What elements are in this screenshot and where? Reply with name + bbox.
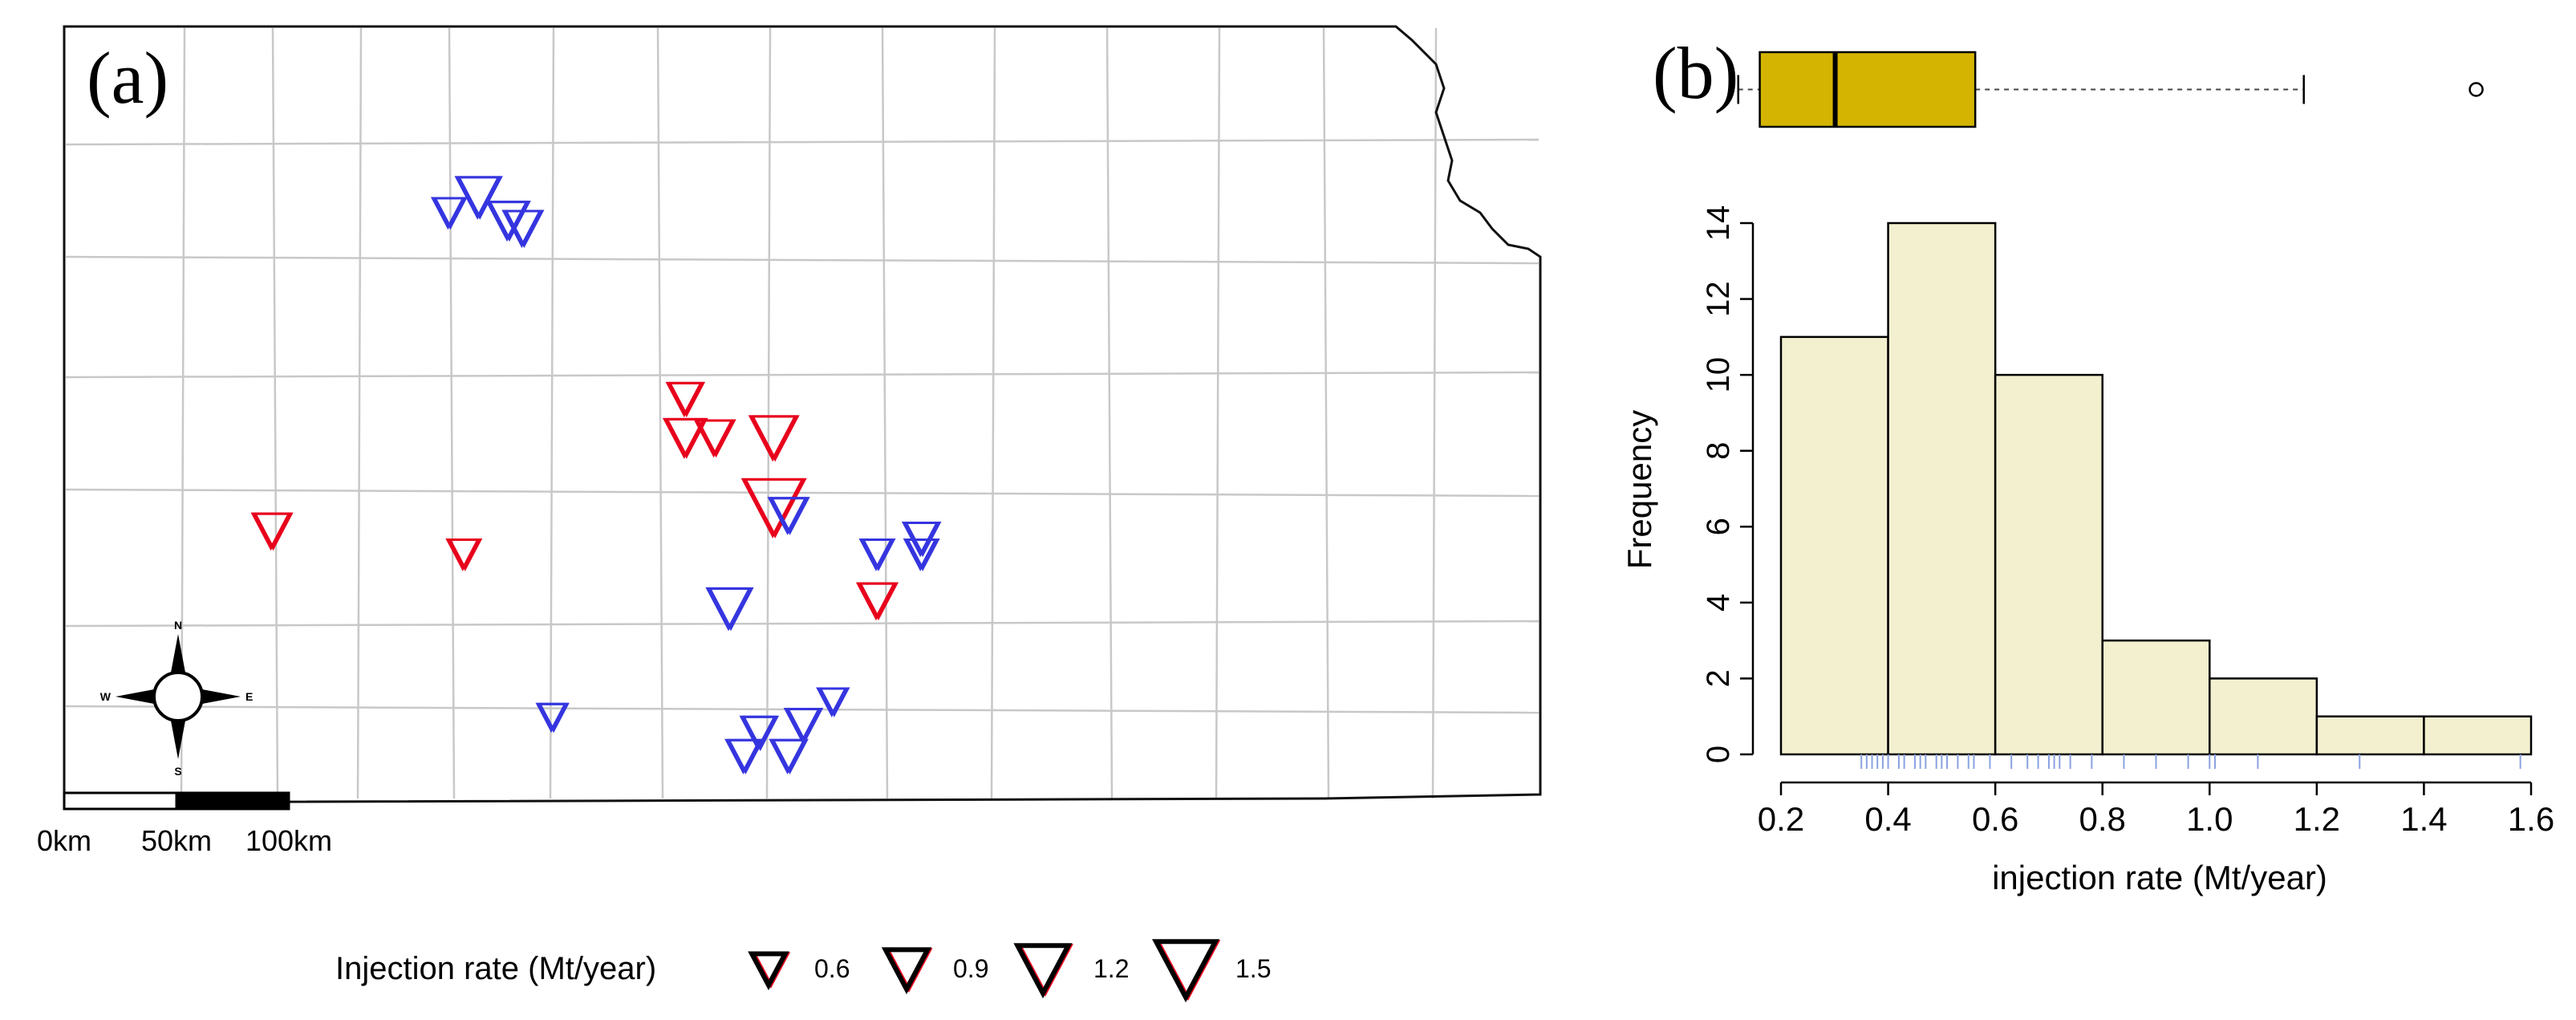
compass-w: W (100, 690, 112, 703)
histogram-bar-0 (1779, 335, 1889, 756)
county-line (448, 27, 456, 799)
x-tick-label-5: 1.2 (2294, 800, 2340, 838)
x-tick-label-0: 0.2 (1758, 800, 1804, 838)
histogram-bar-1 (1887, 221, 1997, 756)
site-marker-1 (432, 197, 468, 230)
county-line (271, 27, 279, 799)
county-line (765, 27, 772, 799)
site-marker-19 (727, 738, 765, 774)
county-line (65, 371, 1540, 379)
panel-label-b: (b) (1653, 32, 1738, 114)
site-marker-9 (769, 497, 810, 535)
compass-icon: N S E W (100, 619, 254, 778)
site-marker-2 (488, 201, 531, 242)
state-border (63, 25, 1542, 804)
site-marker-20 (771, 738, 809, 774)
boxplot-outlier-0 (2468, 82, 2484, 97)
x-axis-label: injection rate (Mt/year) (1992, 859, 2327, 896)
site-marker-14 (905, 538, 940, 571)
x-tick-label-3: 0.8 (2079, 800, 2126, 838)
histogram-bar-3 (2101, 639, 2211, 756)
county-line (549, 27, 555, 799)
county-line (1215, 27, 1221, 799)
y-tick-label-6: 12 (1701, 281, 1736, 317)
site-marker-8 (743, 477, 807, 538)
county-line (990, 27, 996, 799)
legend-triangle-1 (881, 947, 932, 995)
county-line (356, 27, 363, 799)
histogram-bar-2 (1994, 373, 2103, 756)
site-marker-0 (456, 176, 503, 220)
compass-s: S (174, 765, 181, 778)
panel-b-histogram: (b) 0.2 0.4 0.6 0.8 1.0 1.2 1.4 1.602468101214 … (1621, 32, 2554, 896)
panel-label-a: (a) (87, 37, 168, 119)
boxplot (1737, 51, 2484, 128)
y-tick-label-1: 2 (1701, 669, 1736, 687)
x-tick-label-7: 1.6 (2508, 800, 2554, 838)
county-line (65, 488, 1540, 498)
x-tick-label-1: 0.4 (1864, 800, 1911, 838)
county-line (881, 27, 889, 799)
site-marker-16 (708, 587, 754, 632)
site-marker-15 (858, 582, 899, 621)
site-marker-21 (785, 708, 824, 744)
injection-sites (250, 176, 942, 774)
legend-symbols (748, 939, 1221, 1003)
site-marker-17 (538, 702, 570, 734)
county-line (65, 138, 1540, 146)
y-tick-label-7: 14 (1701, 205, 1736, 242)
histogram-bar-4 (2209, 677, 2318, 756)
county-line (65, 255, 1540, 265)
x-tick-label-4: 1.0 (2186, 800, 2233, 838)
legend-triangle-2 (1013, 943, 1073, 999)
legend-entry-1.2: 1.2 (1093, 954, 1129, 983)
compass-n: N (174, 619, 182, 632)
site-marker-3 (504, 209, 545, 249)
histogram-bar-5 (2315, 715, 2425, 756)
compass-e: E (245, 690, 253, 703)
site-marker-12 (861, 538, 896, 571)
y-tick-label-2: 4 (1701, 594, 1736, 612)
histogram-axes: 0.2 0.4 0.6 0.8 1.0 1.2 1.4 1.6 0 2 4 6 8 10 12 14 (1701, 205, 2554, 838)
y-tick-label-0: 0 (1701, 746, 1736, 763)
scale-bar: 0km 50km 100km (37, 791, 332, 857)
y-axis-label: Frequency (1621, 410, 1658, 569)
county-line (1322, 27, 1330, 799)
site-marker-22 (818, 687, 850, 717)
county-line (1431, 27, 1438, 799)
panel-a-map: (a) N S E W 0km 50km 100km Injection rat… (37, 25, 1542, 1003)
site-marker-7 (750, 415, 800, 462)
county-line (65, 620, 1540, 628)
legend-triangle-3 (1152, 939, 1219, 1003)
legend-triangle-0 (748, 951, 789, 990)
site-marker-18 (741, 715, 780, 751)
county-boundaries (65, 27, 1540, 799)
y-tick-label-3: 6 (1701, 518, 1736, 535)
scale-label-50: 50km (141, 824, 212, 857)
x-tick-label-6: 1.4 (2400, 800, 2447, 838)
x-tick-label-2: 0.6 (1972, 800, 2018, 838)
site-marker-10 (253, 512, 294, 551)
county-line (1105, 27, 1114, 799)
scale-label-100: 100km (245, 824, 332, 857)
scale-label-0: 0km (37, 824, 91, 857)
site-marker-6 (696, 419, 736, 458)
site-marker-5 (664, 417, 708, 459)
legend: Injection rate (Mt/year) 0.6 0.9 1.2 1.5 (335, 939, 1271, 1003)
histogram (1779, 221, 2533, 769)
y-tick-label-5: 10 (1701, 357, 1736, 393)
legend-entry-1.5: 1.5 (1235, 954, 1271, 983)
y-tick-label-4: 8 (1701, 442, 1736, 460)
legend-title: Injection rate (Mt/year) (335, 951, 656, 986)
site-marker-11 (448, 538, 483, 571)
histogram-bar-6 (2423, 715, 2533, 756)
boxplot-box (1759, 51, 1977, 128)
legend-entry-0.9: 0.9 (953, 954, 988, 983)
legend-entry-0.6: 0.6 (814, 954, 850, 983)
county-line (656, 27, 664, 799)
site-marker-4 (667, 381, 706, 418)
